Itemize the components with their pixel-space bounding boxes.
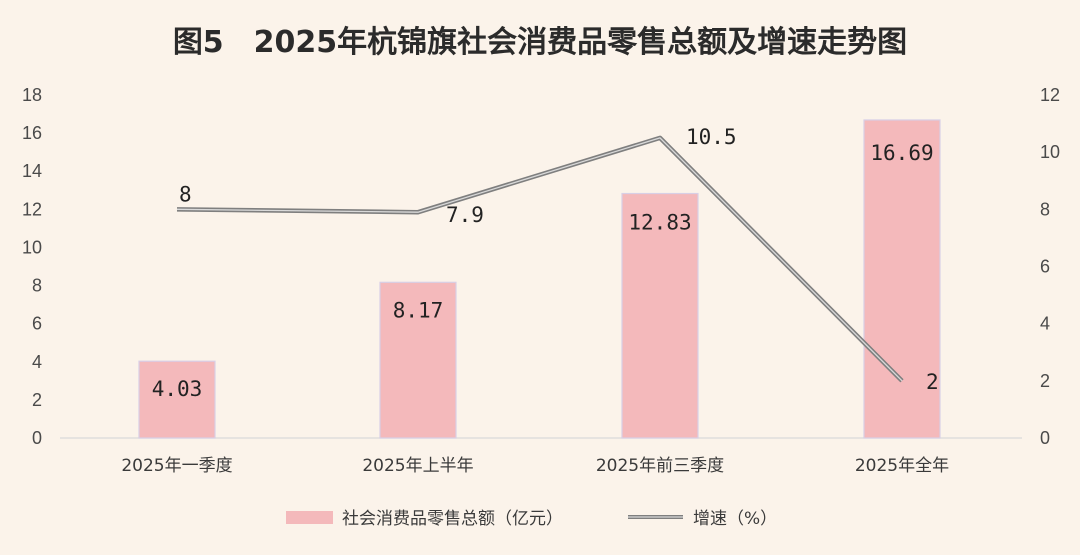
x-axis-category-label: 2025年一季度 — [121, 456, 232, 476]
line-path-highlight — [176, 137, 903, 382]
legend-bar-swatch — [286, 511, 333, 524]
chart-title: 图5 2025年杭锦旗社会消费品零售总额及增速走势图 — [173, 25, 907, 60]
left-axis-tick-label: 14 — [22, 161, 42, 181]
right-axis-tick-label: 8 — [1040, 199, 1050, 219]
bar — [621, 192, 699, 439]
legend: 社会消费品零售总额（亿元） 增速（%） — [286, 509, 777, 529]
right-y-axis: 0 2 4 6 8 10 12 — [1040, 85, 1060, 448]
right-axis-tick-label: 2 — [1040, 371, 1050, 391]
left-axis-tick-label: 18 — [22, 85, 42, 105]
line-data-label: 8 — [179, 182, 192, 206]
bar-data-label: 16.69 — [870, 141, 933, 165]
right-axis-tick-label: 12 — [1040, 85, 1060, 105]
left-axis-tick-label: 8 — [32, 276, 42, 296]
left-y-axis: 0 2 4 6 8 10 12 14 16 18 — [22, 85, 42, 448]
left-axis-tick-label: 10 — [22, 237, 42, 257]
right-axis-tick-label: 0 — [1040, 428, 1050, 448]
line-series: 8 7.9 10.5 2 — [176, 125, 939, 394]
right-axis-tick-label: 6 — [1040, 257, 1050, 277]
line-data-label: 10.5 — [686, 125, 737, 149]
left-axis-tick-label: 12 — [22, 199, 42, 219]
bar-data-label: 8.17 — [393, 298, 444, 322]
left-axis-tick-label: 16 — [22, 123, 42, 143]
left-axis-tick-label: 6 — [32, 314, 42, 334]
bar-data-label: 4.03 — [152, 377, 203, 401]
x-axis-category-label: 2025年全年 — [855, 456, 949, 476]
legend-line-label: 增速（%） — [693, 509, 777, 529]
bar — [138, 360, 216, 439]
bar — [863, 119, 941, 439]
bar-series: 4.03 8.17 12.83 16.69 — [138, 119, 941, 439]
left-axis-tick-label: 2 — [32, 390, 42, 410]
right-axis-tick-label: 10 — [1040, 142, 1060, 162]
x-axis-category-label: 2025年前三季度 — [596, 456, 724, 476]
bar — [379, 281, 457, 439]
x-axis-categories: 2025年一季度 2025年上半年 2025年前三季度 2025年全年 — [121, 456, 949, 476]
left-axis-tick-label: 0 — [32, 428, 42, 448]
legend-bar-label: 社会消费品零售总额（亿元） — [342, 509, 563, 529]
line-data-label: 7.9 — [446, 203, 484, 227]
bar-data-label: 12.83 — [628, 211, 691, 235]
line-data-label: 2 — [926, 370, 939, 394]
right-axis-tick-label: 4 — [1040, 314, 1050, 334]
x-axis-category-label: 2025年上半年 — [362, 456, 473, 476]
left-axis-tick-label: 4 — [32, 352, 42, 372]
